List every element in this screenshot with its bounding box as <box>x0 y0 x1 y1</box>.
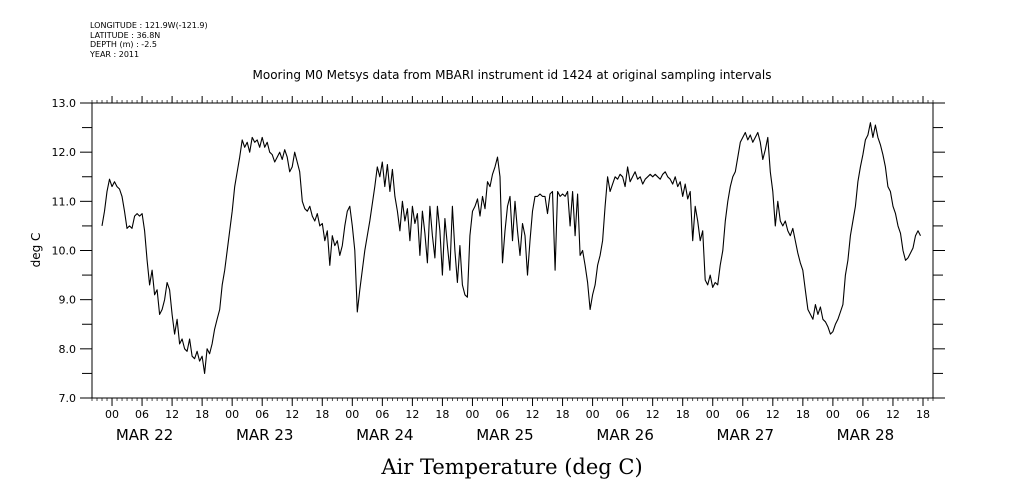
x-day-label: MAR 24 <box>356 426 413 444</box>
x-tick-label: 12 <box>285 408 299 421</box>
x-tick-label: 12 <box>165 408 179 421</box>
x-tick-label: 06 <box>736 408 750 421</box>
latitude-label: LATITUDE : 36.8N <box>90 30 161 40</box>
x-tick-label: 12 <box>405 408 419 421</box>
x-tick-label: 00 <box>105 408 119 421</box>
x-tick-label: 18 <box>916 408 930 421</box>
x-tick-label: 18 <box>556 408 570 421</box>
x-tick-label: 12 <box>646 408 660 421</box>
y-tick-label: 9.0 <box>59 294 77 307</box>
metadata-block: LONGITUDE : 121.9W(-121.9) LATITUDE : 36… <box>90 21 208 59</box>
plot-frame <box>91 102 934 399</box>
x-tick-label: 18 <box>676 408 690 421</box>
x-tick-label: 00 <box>586 408 600 421</box>
y-axis-label: deg C <box>29 233 43 268</box>
year-label: YEAR : 2011 <box>90 49 140 59</box>
x-tick-label: 00 <box>225 408 239 421</box>
plot-title: Mooring M0 Metsys data from MBARI instru… <box>252 68 772 82</box>
longitude-label: LONGITUDE : 121.9W(-121.9) <box>90 21 208 30</box>
x-tick-label: 06 <box>135 408 149 421</box>
x-tick-label: 00 <box>826 408 840 421</box>
x-tick-label: 12 <box>886 408 900 421</box>
x-tick-label: 18 <box>796 408 810 421</box>
y-tick-label: 7.0 <box>59 392 77 405</box>
x-tick-label: 18 <box>435 408 449 421</box>
x-day-label: MAR 23 <box>236 426 293 444</box>
depth-label: DEPTH (m) : -2.5 <box>90 40 157 49</box>
x-tick-label: 12 <box>526 408 540 421</box>
x-tick-label: 18 <box>195 408 209 421</box>
y-tick-label: 8.0 <box>59 343 77 356</box>
x-tick-label: 00 <box>465 408 479 421</box>
x-tick-label: 18 <box>315 408 329 421</box>
y-tick-label: 10.0 <box>52 245 77 258</box>
x-tick-label: 06 <box>856 408 870 421</box>
x-tick-label: 06 <box>616 408 630 421</box>
series-group <box>101 122 921 374</box>
x-tick-label: 06 <box>375 408 389 421</box>
axes-group: 00 06 12 18 00 06 12 18 00 06 12 18 00 06 12 18 00 06 12 18… <box>52 96 945 444</box>
x-tick-label: 00 <box>706 408 720 421</box>
x-day-label: MAR 25 <box>476 426 533 444</box>
x-day-label: MAR 22 <box>116 426 173 444</box>
chart-title: Air Temperature (deg C) <box>381 455 643 479</box>
air-temperature-line <box>101 122 921 374</box>
x-day-label: MAR 28 <box>837 426 894 444</box>
y-tick-label: 11.0 <box>52 195 77 208</box>
x-tick-label: 00 <box>345 408 359 421</box>
x-tick-label: 06 <box>495 408 509 421</box>
x-day-label: MAR 26 <box>596 426 653 444</box>
y-tick-label: 12.0 <box>52 146 77 159</box>
y-tick-label: 13.0 <box>52 97 77 110</box>
x-tick-label: 06 <box>255 408 269 421</box>
x-day-label: MAR 27 <box>717 426 774 444</box>
x-tick-label: 12 <box>766 408 780 421</box>
